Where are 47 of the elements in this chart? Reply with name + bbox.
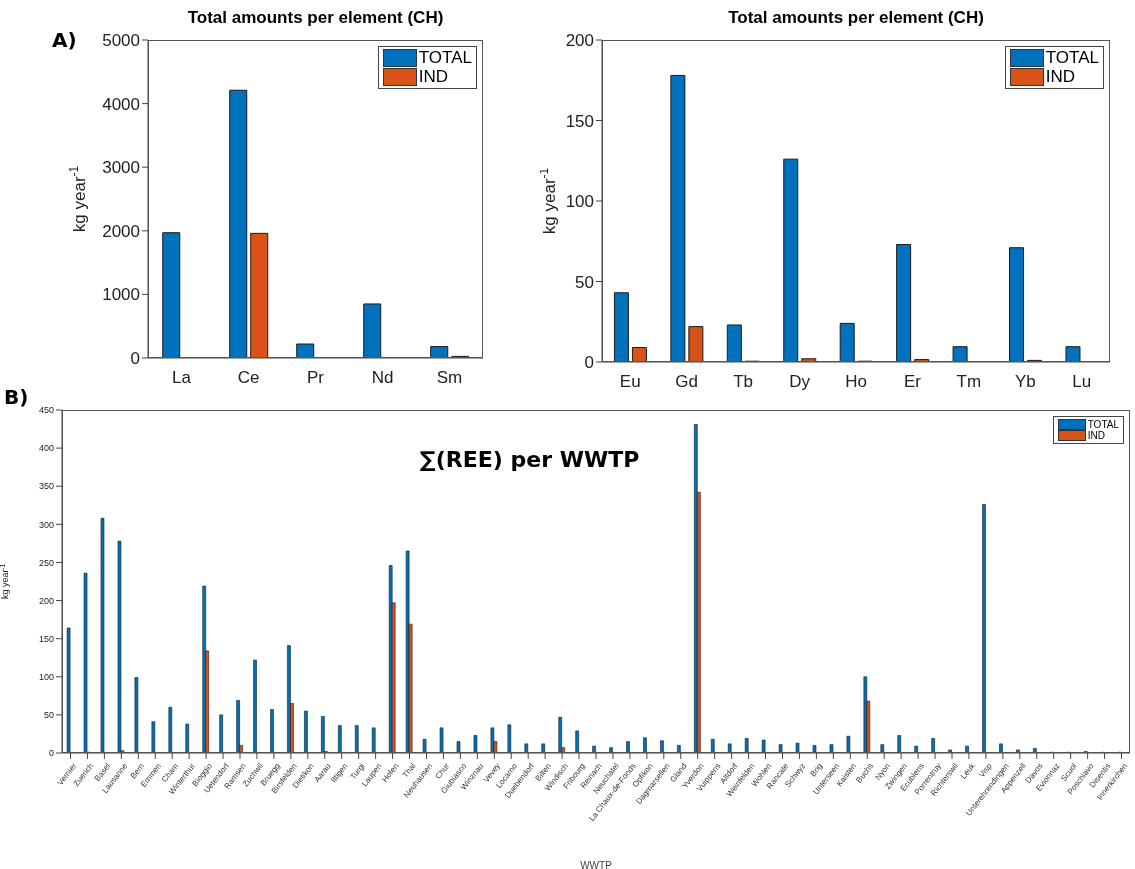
legend-label: TOTAL [1045, 48, 1099, 68]
x-tick-label: Ho [845, 372, 867, 391]
y-tick-label: 400 [38, 443, 54, 454]
x-tick-label: Nd [371, 368, 394, 387]
y-tick-label: 2000 [102, 221, 140, 241]
text: A) [52, 28, 77, 52]
y-tick-label: 150 [565, 111, 594, 131]
legend-label: TOTAL [418, 48, 472, 68]
text: B) [4, 385, 29, 409]
x-tick-label: Gd [675, 372, 699, 391]
legend-label: TOTAL [1087, 419, 1119, 430]
y-tick-label: 200 [38, 595, 54, 606]
x-tick-label: La [172, 368, 192, 387]
y-tick-label: 450 [38, 405, 54, 416]
x-tick-label: Sm [436, 368, 463, 387]
x-tick-label: Pr [307, 368, 325, 387]
x-tick-label: Tb [733, 372, 754, 391]
x-tick-label: Dy [789, 372, 811, 391]
y-tick-label: 100 [38, 671, 54, 682]
y-tick-label: 1000 [102, 285, 140, 305]
x-tick-label: Yb [1014, 372, 1036, 391]
x-tick-label: Er [903, 372, 922, 391]
chart-title: Total amounts per element (CH) [727, 8, 985, 28]
legend-label: IND [1045, 66, 1076, 87]
y-tick-label: 150 [38, 633, 54, 644]
y-tick-label: 0 [584, 353, 594, 373]
x-tick-label: Lu [1072, 372, 1092, 391]
y-tick-label: 0 [130, 349, 140, 369]
legend-label: IND [418, 66, 449, 87]
y-tick-label: 3000 [102, 158, 140, 178]
y-tick-label: 4000 [102, 94, 140, 114]
y-tick-label: 0 [48, 748, 54, 759]
y-tick-label: 100 [565, 192, 594, 212]
x-tick-label: Tm [956, 372, 982, 391]
y-tick-label: 50 [575, 272, 594, 292]
y-tick-label: 5000 [102, 31, 140, 51]
x-tick-label: Eu [619, 372, 641, 391]
legend-label: IND [1087, 430, 1105, 441]
y-tick-label: 350 [38, 481, 54, 492]
x-axis-title: WWTP [580, 860, 613, 869]
annotation: ∑(REE) per WWTP [420, 447, 640, 472]
y-tick-label: 200 [565, 31, 594, 51]
y-tick-label: 300 [38, 519, 54, 530]
y-tick-label: 250 [38, 557, 54, 568]
y-tick-label: 50 [43, 710, 54, 721]
chart-title: Total amounts per element (CH) [186, 8, 445, 28]
x-tick-label: Ce [237, 368, 260, 387]
